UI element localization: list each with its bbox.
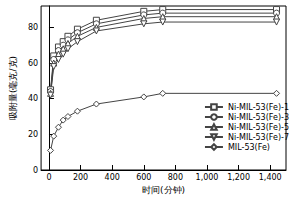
svg-text:400: 400: [105, 173, 120, 182]
svg-text:Ni-MIL-53(Fe)-5: Ni-MIL-53(Fe)-5: [228, 123, 289, 132]
svg-text:1,400: 1,400: [259, 173, 282, 182]
svg-text:吸附量(毫克/克): 吸附量(毫克/克): [8, 56, 18, 120]
svg-text:600: 600: [136, 173, 151, 182]
svg-text:1,000: 1,000: [196, 173, 219, 182]
svg-text:时间(分钟): 时间(分钟): [142, 185, 185, 195]
svg-text:200: 200: [73, 173, 88, 182]
svg-text:Ni-MIL-53(Fe)-1: Ni-MIL-53(Fe)-1: [228, 103, 289, 112]
svg-text:MIL-53(Fe): MIL-53(Fe): [228, 143, 270, 152]
svg-text:20: 20: [28, 130, 38, 139]
svg-text:0: 0: [46, 173, 51, 182]
svg-text:0: 0: [33, 166, 38, 175]
svg-text:80: 80: [28, 23, 38, 32]
svg-text:60: 60: [28, 59, 38, 68]
svg-text:1,200: 1,200: [227, 173, 250, 182]
svg-text:40: 40: [28, 94, 38, 103]
svg-text:Ni-MIL-53(Fe)-7: Ni-MIL-53(Fe)-7: [228, 133, 289, 142]
svg-text:Ni-MIL-53(Fe)-3: Ni-MIL-53(Fe)-3: [228, 113, 289, 122]
svg-text:800: 800: [168, 173, 183, 182]
